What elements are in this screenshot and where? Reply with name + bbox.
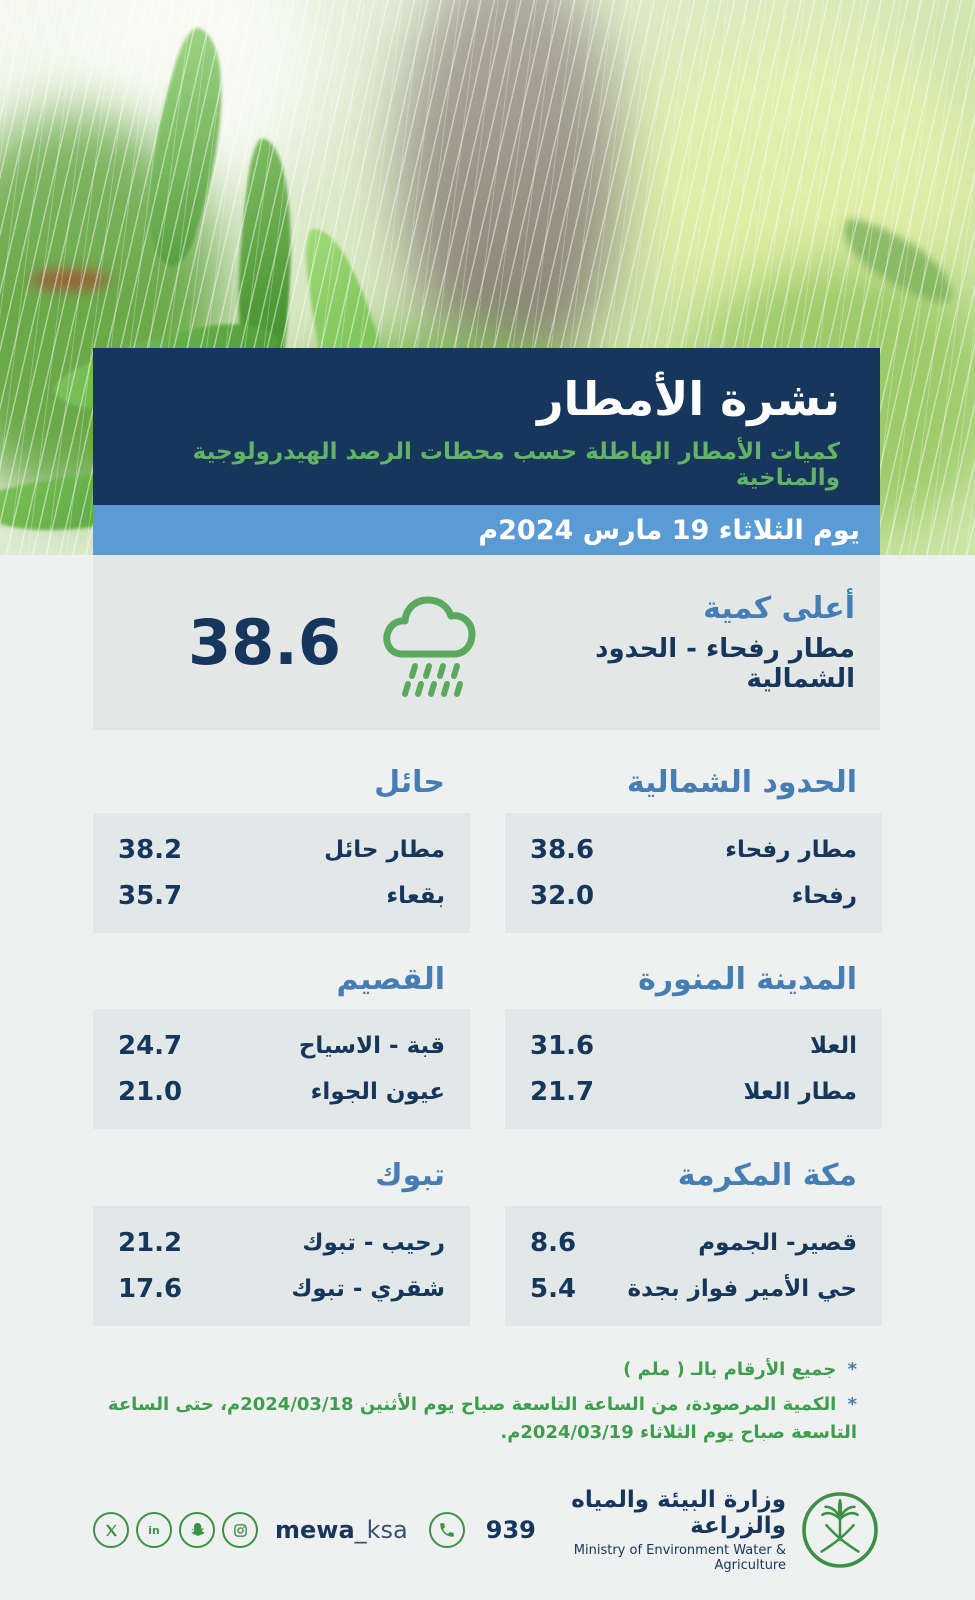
station-name: حي الأمير فواز بجدة [627, 1275, 858, 1302]
social-bar: in mewa_ksa 939 [93, 1512, 536, 1549]
palm-emblem-icon [802, 1492, 878, 1568]
region-section: تبوك رحيب - تبوك 21.2 شقري - تبوك 17.6 [93, 1158, 470, 1326]
social-handle[interactable]: mewa_ksa [275, 1516, 408, 1545]
region-card: العلا 31.6 مطار العلا 21.7 [505, 1009, 882, 1129]
station-value: 35.7 [118, 880, 183, 911]
ministry-logo: وزارة البيئة والمياه والزراعة Ministry o… [536, 1487, 880, 1573]
highest-amount-labels: أعلى كمية مطار رفحاء - الحدود الشمالية [519, 591, 855, 694]
asterisk-mark: * [847, 1358, 857, 1380]
region-section: المدينة المنورة العلا 31.6 مطار العلا 21… [505, 961, 882, 1129]
region-section: القصيم قبة - الاسياح 24.7 عيون الجواء 21… [93, 961, 470, 1129]
region-header: مكة المكرمة [677, 1158, 857, 1193]
footnote-text: جميع الأرقام بالـ ( ملم ) [623, 1358, 843, 1380]
linkedin-icon[interactable]: in [136, 1512, 172, 1549]
region-header: حائل [374, 765, 445, 800]
x-icon[interactable] [93, 1512, 129, 1549]
footnote-text: الكمية المرصودة، من الساعة التاسعة صباح … [107, 1394, 857, 1444]
region-card: قصير- الجموم 8.6 حي الأمير فواز بجدة 5.4 [505, 1205, 882, 1326]
region-section: حائل مطار حائل 38.2 بقعاء 35.7 [93, 765, 470, 933]
station-value: 17.6 [118, 1273, 183, 1304]
photo-trunk-blob [400, 0, 620, 380]
station-value: 21.0 [118, 1077, 183, 1107]
region-header: القصيم [336, 961, 445, 997]
region-header: الحدود الشمالية [626, 765, 857, 800]
station-row: مطار حائل 38.2 [118, 835, 445, 865]
station-row: العلا 31.6 [530, 1031, 857, 1061]
station-name: مطار رفحاء [725, 836, 857, 863]
footnotes: * جميع الأرقام بالـ ( ملم ) * الكمية الم… [93, 1356, 882, 1448]
station-name: قصير- الجموم [698, 1229, 857, 1256]
station-name: رحيب - تبوك [302, 1229, 445, 1256]
footer: وزارة البيئة والمياه والزراعة Ministry o… [93, 1475, 880, 1585]
station-name: قبة - الاسياح [298, 1033, 445, 1059]
highest-amount-station: مطار رفحاء - الحدود الشمالية [595, 634, 855, 694]
highest-amount-label: أعلى كمية [703, 591, 855, 626]
region-section: مكة المكرمة قصير- الجموم 8.6 حي الأمير ف… [505, 1158, 882, 1326]
region-card: قبة - الاسياح 24.7 عيون الجواء 21.0 [93, 1009, 470, 1129]
footnote: * الكمية المرصودة، من الساعة التاسعة صبا… [93, 1391, 857, 1447]
svg-text:in: in [148, 1524, 159, 1537]
region-card: مطار رفحاء 38.6 رفحاء 32.0 [505, 812, 882, 933]
ministry-name-english: Ministry of Environment Water & Agricult… [573, 1543, 786, 1574]
photo-twig [30, 270, 110, 290]
station-value: 8.6 [530, 1227, 577, 1258]
station-name: مطار العلا [743, 1079, 858, 1105]
date-bar: يوم الثلاثاء 19 مارس 2024م [93, 505, 880, 555]
station-row: قصير- الجموم 8.6 [530, 1228, 857, 1258]
regions-grid: الحدود الشمالية مطار رفحاء 38.6 رفحاء 32… [93, 765, 882, 1326]
station-name: شقري - تبوك [291, 1275, 445, 1302]
station-value: 32.0 [530, 880, 595, 911]
page-title: نشرة الأمطار [537, 372, 840, 426]
station-row: عيون الجواء 21.0 [118, 1077, 445, 1107]
station-row: شقري - تبوك 17.6 [118, 1274, 445, 1304]
instagram-icon[interactable] [222, 1512, 258, 1549]
station-row: رفحاء 32.0 [530, 881, 857, 911]
station-name: رفحاء [791, 882, 857, 909]
region-card: رحيب - تبوك 21.2 شقري - تبوك 17.6 [93, 1205, 470, 1326]
station-value: 38.6 [530, 834, 595, 865]
station-row: قبة - الاسياح 24.7 [118, 1031, 445, 1061]
snapchat-icon[interactable] [179, 1512, 215, 1549]
station-value: 21.2 [118, 1227, 183, 1258]
station-row: مطار رفحاء 38.6 [530, 835, 857, 865]
station-value: 5.4 [530, 1273, 577, 1304]
station-value: 31.6 [530, 1031, 595, 1061]
station-name: العلا [810, 1033, 857, 1059]
station-value: 21.7 [530, 1077, 595, 1107]
header-photo: نشرة الأمطار كميات الأمطار الهاطلة حسب م… [0, 0, 975, 555]
station-value: 38.2 [118, 834, 183, 865]
region-section: الحدود الشمالية مطار رفحاء 38.6 رفحاء 32… [505, 765, 882, 933]
footnote: * جميع الأرقام بالـ ( ملم ) [93, 1356, 857, 1384]
phone-icon[interactable] [428, 1512, 465, 1549]
asterisk-mark: * [847, 1394, 857, 1416]
ministry-name-arabic: وزارة البيئة والمياه والزراعة [571, 1487, 786, 1540]
station-row: رحيب - تبوك 21.2 [118, 1228, 445, 1258]
highest-amount-panel: أعلى كمية مطار رفحاء - الحدود الشمالية [93, 555, 880, 730]
station-row: حي الأمير فواز بجدة 5.4 [530, 1274, 857, 1304]
station-name: عيون الجواء [310, 1079, 445, 1105]
title-block: نشرة الأمطار كميات الأمطار الهاطلة حسب م… [93, 348, 880, 505]
region-card: مطار حائل 38.2 بقعاء 35.7 [93, 812, 470, 933]
page-subtitle: كميات الأمطار الهاطلة حسب محطات الرصد ال… [192, 438, 840, 491]
station-name: بقعاء [386, 882, 445, 909]
date-text: يوم الثلاثاء 19 مارس 2024م [478, 514, 860, 546]
ministry-name: وزارة البيئة والمياه والزراعة Ministry o… [536, 1487, 786, 1573]
highest-amount-value: 38.6 [188, 606, 341, 679]
region-header: المدينة المنورة [638, 961, 857, 997]
rain-cloud-icon [371, 578, 489, 708]
station-name: مطار حائل [324, 836, 445, 863]
station-row: بقعاء 35.7 [118, 881, 445, 911]
station-row: مطار العلا 21.7 [530, 1077, 857, 1107]
phone-number: 939 [485, 1516, 536, 1545]
region-header: تبوك [375, 1158, 445, 1193]
station-value: 24.7 [118, 1031, 183, 1061]
